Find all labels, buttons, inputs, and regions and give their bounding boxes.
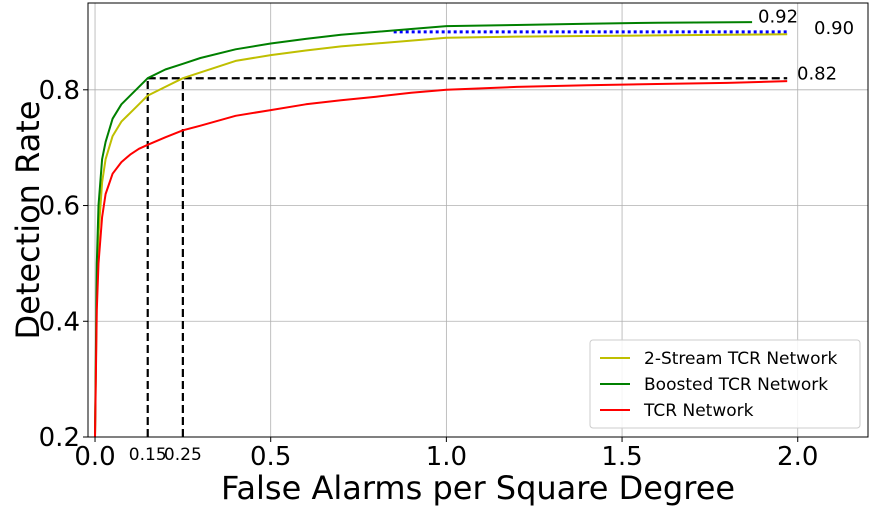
legend: 2-Stream TCR Network Boosted TCR Network T… bbox=[589, 339, 861, 429]
legend-label-2: TCR Network bbox=[643, 401, 754, 421]
x-axis-title: False Alarms per Square Degree bbox=[221, 469, 735, 507]
annotation-2: 0.82 bbox=[797, 63, 837, 84]
annotation-4: 0.25 bbox=[164, 445, 202, 465]
annotation-1: 0.90 bbox=[814, 18, 854, 39]
x-tick-label-4: 2.0 bbox=[777, 442, 818, 472]
x-ticks: 0.0 0.5 1.0 1.5 2.0 bbox=[74, 437, 818, 472]
series-lines bbox=[94, 21, 788, 438]
annotation-0: 0.92 bbox=[758, 6, 798, 27]
y-tick-label-1: 0.4 bbox=[39, 307, 80, 337]
legend-label-0: 2-Stream TCR Network bbox=[644, 349, 837, 369]
y-axis-title: Detection Rate bbox=[9, 101, 47, 340]
legend-label-1: Boosted TCR Network bbox=[644, 375, 828, 395]
legend-box bbox=[589, 339, 861, 429]
reference-lines bbox=[146, 30, 788, 437]
y-tick-label-0: 0.2 bbox=[39, 423, 80, 453]
series-line-1 bbox=[94, 21, 753, 438]
x-tick-label-3: 1.5 bbox=[601, 442, 642, 472]
plot-frame bbox=[87, 2, 869, 438]
y-ticks: 0.2 0.4 0.6 0.8 bbox=[39, 76, 88, 453]
x-tick-label-0: 0.0 bbox=[74, 442, 115, 472]
y-tick-label-2: 0.6 bbox=[39, 192, 80, 222]
series-line-2 bbox=[94, 80, 788, 438]
x-tick-label-2: 1.0 bbox=[426, 442, 467, 472]
annotation-3: 0.15 bbox=[129, 445, 167, 465]
series-line-0 bbox=[94, 33, 788, 438]
annotations: 0.92 0.90 0.82 0.150.25 bbox=[129, 6, 854, 465]
x-tick-label-1: 0.5 bbox=[250, 442, 291, 472]
y-tick-label-3: 0.8 bbox=[39, 76, 80, 106]
